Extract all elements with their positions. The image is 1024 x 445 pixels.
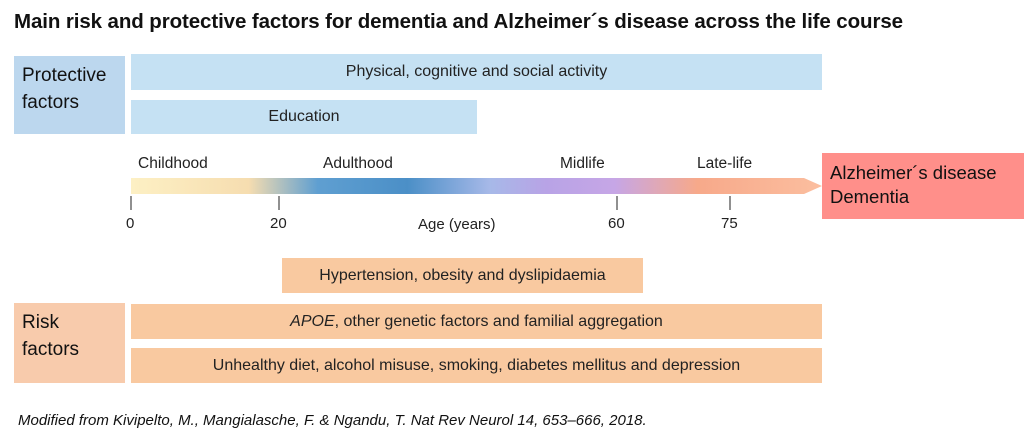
risk-bar-hypertension: Hypertension, obesity and dyslipidaemia (282, 258, 643, 293)
risk-label-line2: factors (22, 339, 80, 360)
source-citation: Modified from Kivipelto, M., Mangialasch… (18, 412, 647, 429)
genetic-factors-text: , other genetic factors and familial agg… (334, 312, 663, 330)
risk-label-line1: Risk (22, 312, 59, 333)
age-axis-label: Age (years) (418, 216, 496, 233)
tick-label-20: 20 (270, 215, 287, 232)
protective-bar-education: Education (131, 100, 477, 134)
protective-factors-label: Protective factors (14, 56, 125, 134)
risk-bar-lifestyle: Unhealthy diet, alcohol misuse, smoking,… (131, 348, 822, 383)
tick-label-60: 60 (608, 215, 625, 232)
stage-childhood: Childhood (138, 155, 208, 172)
protective-label-line2: factors (22, 92, 80, 113)
risk-bar-genetic: APOE, other genetic factors and familial… (131, 304, 822, 339)
apoe-gene-text: APOE (290, 312, 335, 330)
outcome-line2: Dementia (830, 186, 910, 207)
risk-factors-label: Risk factors (14, 303, 125, 383)
outcome-alzheimers-dementia: Alzheimer´s disease Dementia (822, 153, 1024, 219)
outcome-line1: Alzheimer´s disease (830, 162, 997, 183)
tick-label-75: 75 (721, 215, 738, 232)
stage-adulthood: Adulthood (323, 155, 393, 172)
tick-label-0: 0 (126, 215, 135, 232)
stage-late-life: Late-life (697, 155, 753, 172)
life-course-timeline-arrow (130, 178, 822, 210)
protective-bar-activity: Physical, cognitive and social activity (131, 54, 822, 90)
diagram-title: Main risk and protective factors for dem… (14, 10, 903, 33)
stage-midlife: Midlife (560, 155, 605, 172)
protective-label-line1: Protective (22, 65, 107, 86)
